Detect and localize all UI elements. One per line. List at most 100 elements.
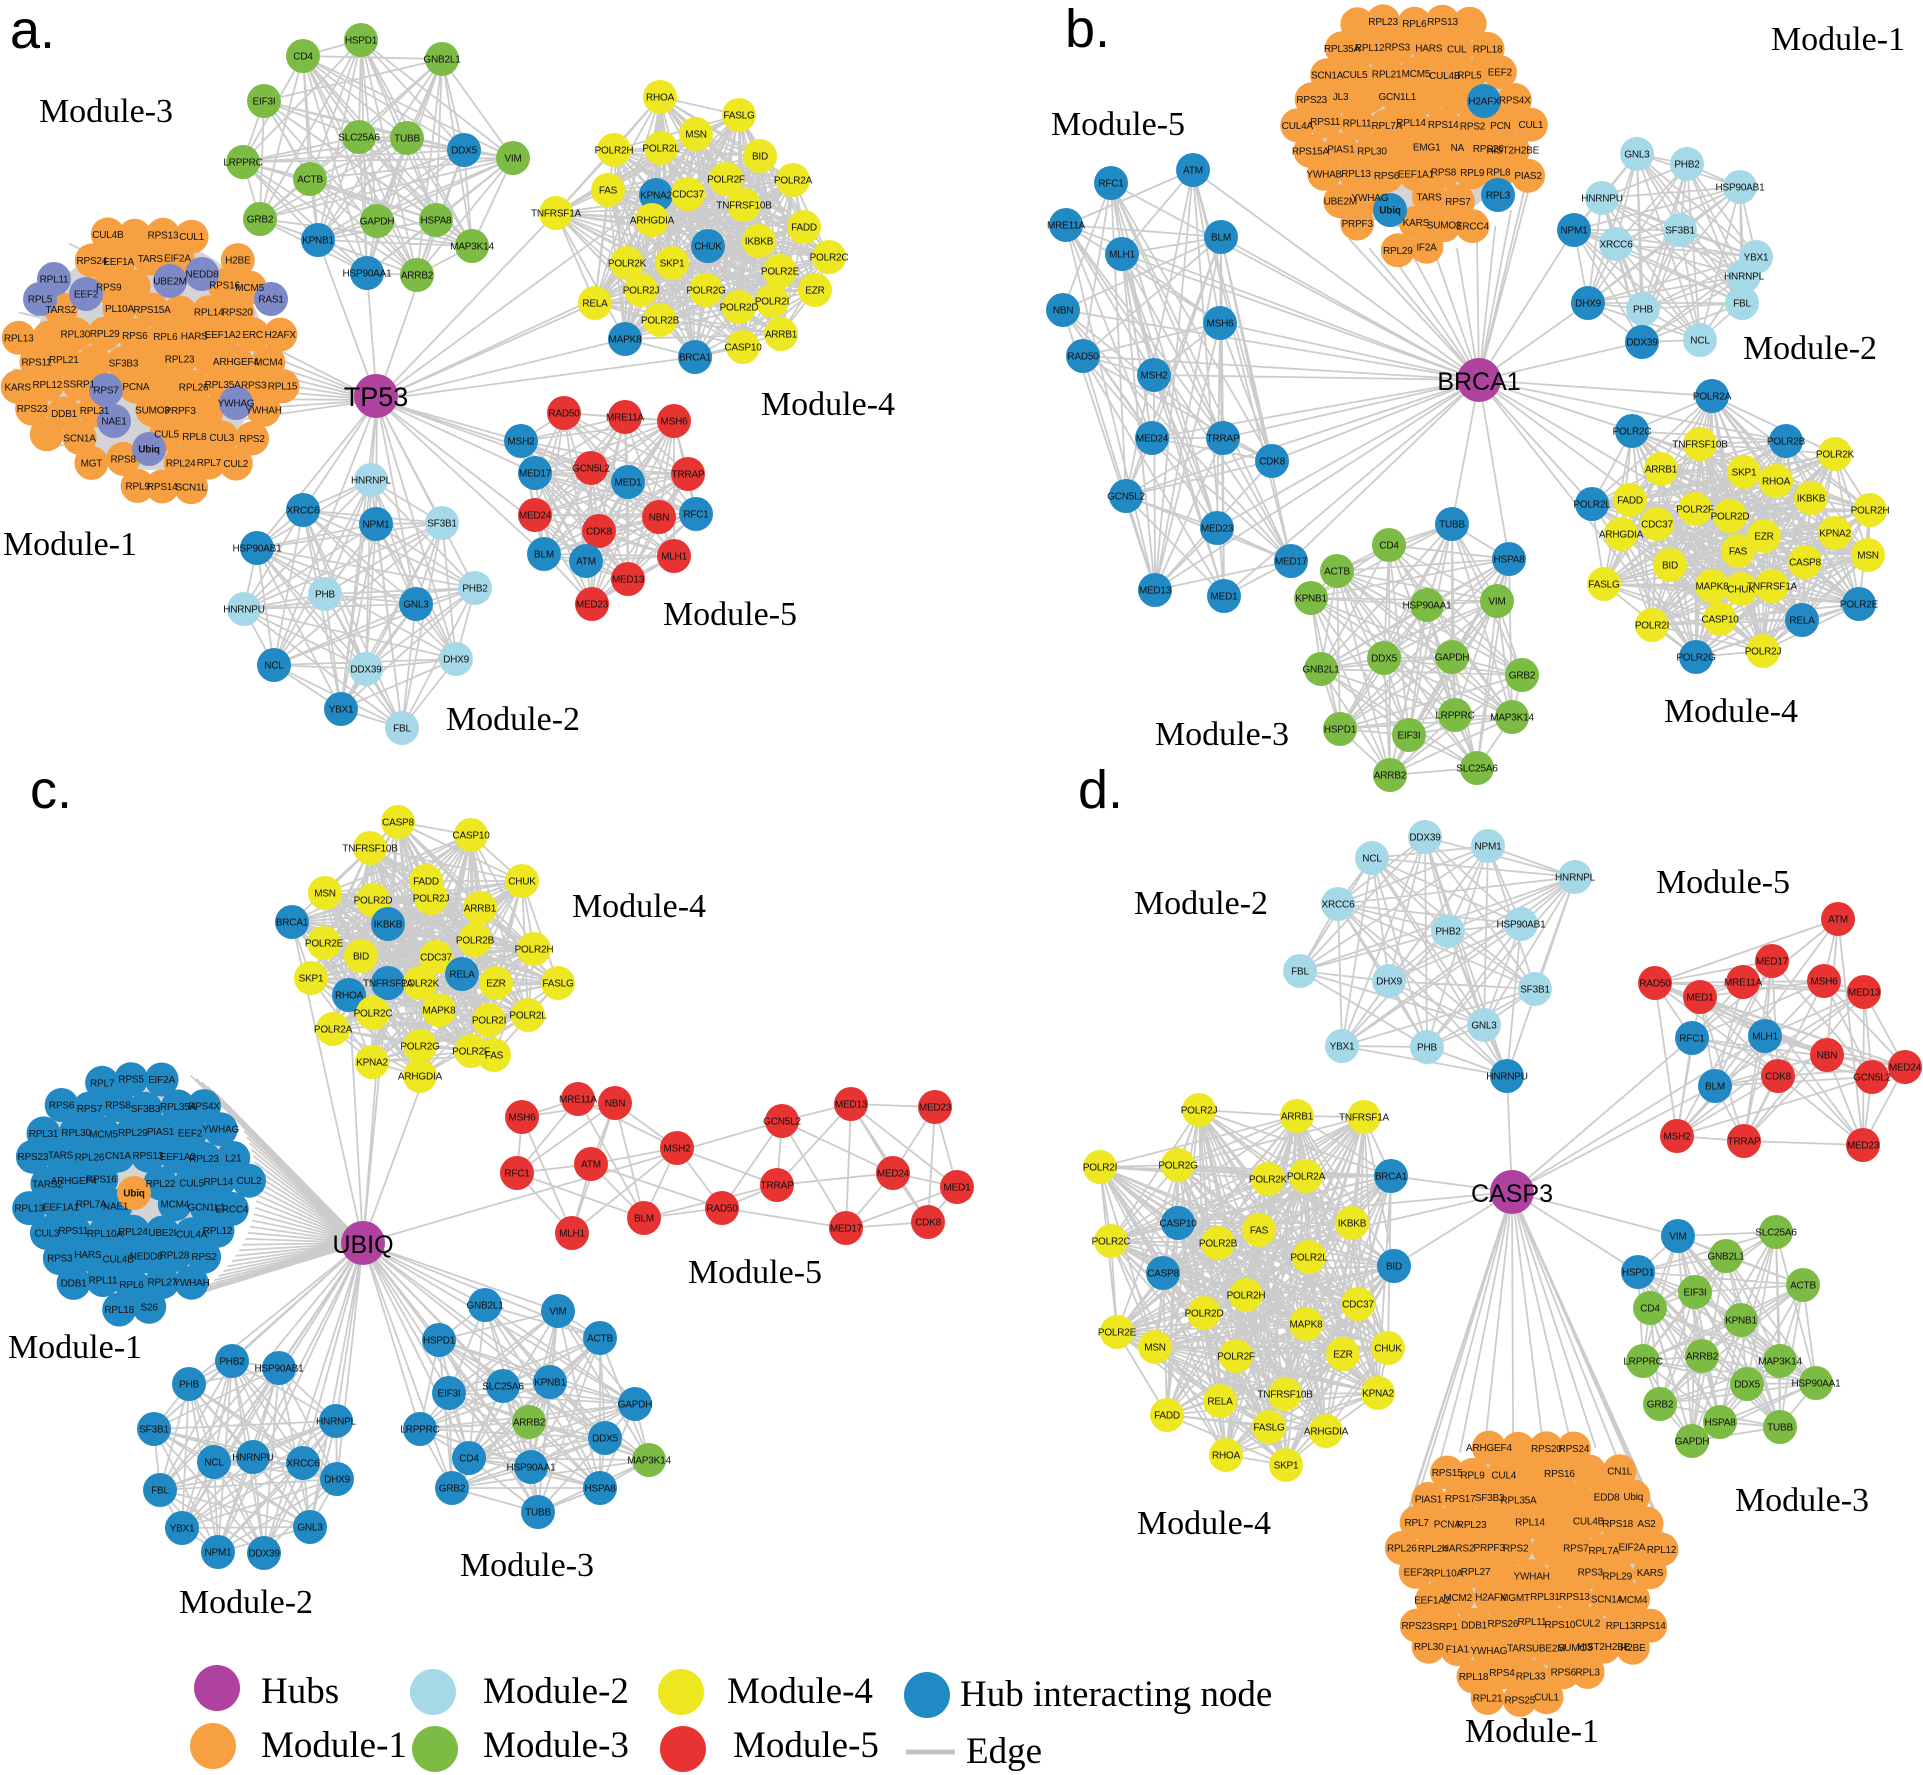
svg-text:HSP90AB1: HSP90AB1	[1716, 183, 1766, 194]
svg-text:RPS13: RPS13	[133, 1151, 164, 1162]
svg-text:CUL4A: CUL4A	[176, 1230, 208, 1241]
svg-text:CUL2: CUL2	[223, 459, 248, 470]
svg-text:YWHAH: YWHAH	[1513, 1572, 1549, 1583]
svg-text:MSH2: MSH2	[1141, 371, 1169, 382]
svg-text:SCN1A: SCN1A	[63, 433, 96, 444]
svg-text:CUL3: CUL3	[35, 1229, 60, 1240]
svg-text:RPS5: RPS5	[118, 1075, 144, 1086]
svg-text:HARS: HARS	[74, 1250, 102, 1261]
svg-text:FBL: FBL	[1733, 299, 1751, 310]
svg-text:Module-4: Module-4	[1137, 1505, 1271, 1542]
svg-text:GNL3: GNL3	[1471, 1021, 1497, 1032]
svg-text:RPS18: RPS18	[1602, 1519, 1633, 1530]
svg-text:RPL30: RPL30	[61, 1128, 91, 1139]
svg-text:NAE1: NAE1	[103, 1201, 129, 1212]
svg-text:SLC25A6: SLC25A6	[482, 1382, 524, 1393]
svg-text:RPL5: RPL5	[1457, 71, 1482, 82]
svg-text:RPS15A: RPS15A	[1292, 146, 1330, 157]
svg-text:RPL18: RPL18	[1459, 1672, 1489, 1683]
svg-text:CHUK: CHUK	[508, 877, 536, 888]
svg-text:RPS23: RPS23	[1401, 1621, 1432, 1632]
svg-text:POLR2G: POLR2G	[1676, 653, 1716, 664]
svg-text:MED1: MED1	[944, 1183, 972, 1194]
svg-text:FAS: FAS	[1250, 1226, 1269, 1237]
svg-text:POLR2K: POLR2K	[1816, 450, 1855, 461]
svg-text:CASP8: CASP8	[382, 818, 414, 829]
svg-text:MED17: MED17	[1756, 957, 1789, 968]
svg-text:POLR2A: POLR2A	[1287, 1172, 1326, 1183]
svg-text:BLM: BLM	[534, 550, 554, 561]
svg-text:H2AFX: H2AFX	[1475, 1592, 1507, 1603]
svg-text:AS2: AS2	[1637, 1519, 1656, 1530]
svg-text:CDC37: CDC37	[1342, 1300, 1374, 1311]
svg-text:Module-5: Module-5	[733, 1725, 879, 1766]
svg-text:CD4: CD4	[1640, 1304, 1660, 1315]
svg-text:HIST2H2BE: HIST2H2BE	[1577, 1642, 1630, 1653]
svg-text:EIF3I: EIF3I	[253, 97, 276, 108]
svg-text:RPL29: RPL29	[1602, 1571, 1632, 1582]
svg-text:IKBKB: IKBKB	[745, 237, 774, 248]
svg-text:NPM1: NPM1	[205, 1548, 233, 1559]
svg-text:RPL26: RPL26	[75, 1153, 105, 1164]
svg-text:CUL4B: CUL4B	[1429, 71, 1461, 82]
svg-text:HARS2: HARS2	[1442, 1544, 1475, 1555]
svg-text:FAS: FAS	[1729, 547, 1748, 558]
svg-text:ARRB2: ARRB2	[513, 1418, 546, 1429]
svg-text:RPS11: RPS11	[1310, 117, 1341, 128]
svg-text:MED17: MED17	[830, 1224, 863, 1235]
svg-text:GRB2: GRB2	[1509, 671, 1536, 682]
svg-text:EEF2: EEF2	[178, 1128, 203, 1139]
svg-text:FADD: FADD	[1154, 1411, 1180, 1422]
svg-text:SKP1: SKP1	[299, 974, 324, 985]
svg-text:POLR2C: POLR2C	[810, 253, 849, 264]
svg-text:RPS8: RPS8	[111, 454, 137, 465]
svg-text:PRPF3: PRPF3	[1473, 1543, 1505, 1554]
svg-text:POLR2F: POLR2F	[1217, 1352, 1255, 1363]
svg-text:YWHAG: YWHAG	[1471, 1646, 1508, 1657]
svg-text:UBIQ: UBIQ	[332, 1231, 393, 1259]
svg-text:SF3B1: SF3B1	[427, 519, 457, 530]
svg-text:YBX1: YBX1	[1330, 1042, 1355, 1053]
svg-text:RPS15: RPS15	[1432, 1468, 1463, 1479]
svg-text:RPL10A: RPL10A	[87, 1229, 124, 1240]
svg-text:GAPDH: GAPDH	[360, 217, 395, 228]
svg-text:SKP1: SKP1	[660, 259, 685, 270]
svg-text:POLR2J: POLR2J	[1745, 647, 1782, 658]
svg-text:RPL24: RPL24	[166, 459, 196, 470]
svg-text:CASP10: CASP10	[1701, 615, 1739, 626]
svg-text:UBE2M: UBE2M	[1324, 197, 1357, 208]
svg-text:TUBB: TUBB	[525, 1508, 551, 1519]
svg-text:MED23: MED23	[1847, 1141, 1880, 1152]
svg-text:MSH2: MSH2	[664, 1144, 692, 1155]
svg-text:MRE11A: MRE11A	[606, 413, 645, 424]
svg-text:CDC37: CDC37	[1641, 520, 1673, 531]
svg-text:GNB2L1: GNB2L1	[1302, 665, 1340, 676]
svg-text:RPS24: RPS24	[76, 256, 107, 267]
svg-text:SCN1A: SCN1A	[1311, 71, 1344, 82]
svg-text:RAD50: RAD50	[706, 1204, 738, 1215]
svg-text:CUL5: CUL5	[154, 430, 179, 441]
svg-text:FBL: FBL	[1291, 967, 1309, 978]
svg-text:ARHGEF4: ARHGEF4	[51, 1176, 97, 1187]
svg-text:SUMO3: SUMO3	[135, 405, 170, 416]
svg-text:HSPD1: HSPD1	[1622, 1268, 1655, 1279]
svg-text:RPL6: RPL6	[119, 1280, 144, 1291]
svg-text:CUL4A: CUL4A	[1282, 121, 1314, 132]
svg-text:RPL33: RPL33	[1516, 1671, 1546, 1682]
svg-text:BRCA1: BRCA1	[679, 353, 712, 364]
svg-text:GCN5L2: GCN5L2	[763, 1117, 801, 1128]
svg-text:RPS3: RPS3	[1385, 42, 1411, 53]
svg-text:DHX9: DHX9	[324, 1475, 351, 1486]
svg-text:MED24: MED24	[1889, 1063, 1922, 1074]
svg-text:RAD50: RAD50	[1067, 352, 1099, 363]
svg-text:H2AFX: H2AFX	[1468, 97, 1500, 108]
svg-text:Edge: Edge	[966, 1731, 1042, 1772]
svg-text:DHX9: DHX9	[1575, 299, 1602, 310]
svg-text:XRCC6: XRCC6	[1600, 240, 1634, 251]
svg-text:RPL7A: RPL7A	[1371, 121, 1402, 132]
svg-text:ARHGDIA: ARHGDIA	[630, 216, 675, 227]
svg-text:RFC1: RFC1	[504, 1169, 530, 1180]
svg-text:ARRB1: ARRB1	[765, 330, 798, 341]
svg-text:MCM4: MCM4	[160, 1200, 189, 1211]
svg-text:TNFRSF1A: TNFRSF1A	[531, 209, 582, 220]
